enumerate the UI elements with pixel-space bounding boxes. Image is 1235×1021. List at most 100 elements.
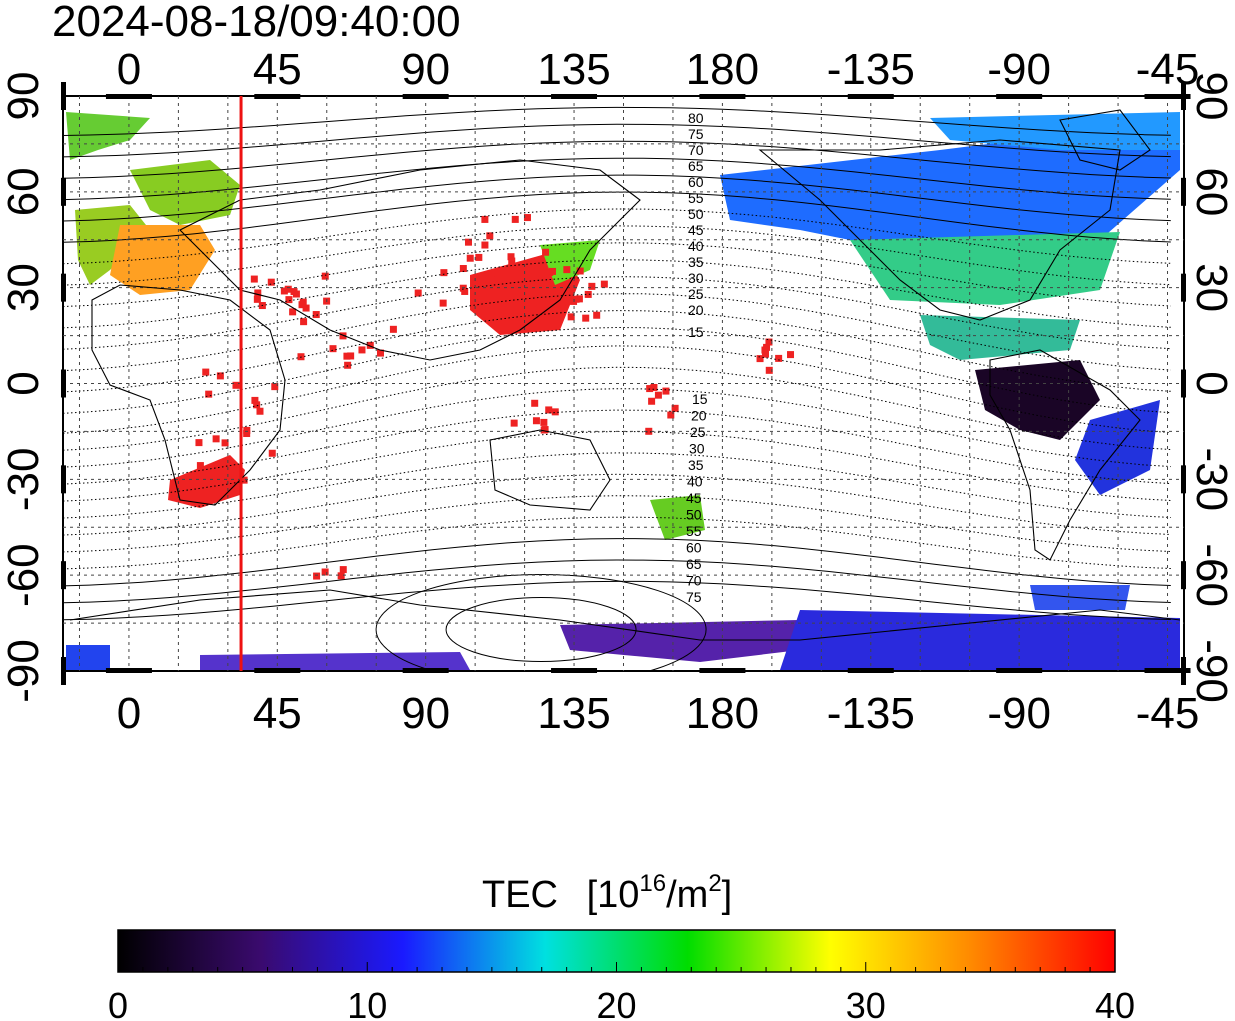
tec-scatter-point <box>763 343 771 351</box>
tec-scatter-point <box>312 311 320 319</box>
right-lat-tick-label: 60 <box>1187 167 1235 216</box>
top-lon-tick-label: 135 <box>537 45 610 94</box>
tec-scatter-point <box>549 267 557 275</box>
left-lat-tick-label: -90 <box>0 639 48 703</box>
tec-scatter-point <box>510 419 518 427</box>
contour-label: 60 <box>688 174 704 190</box>
tec-region-nz <box>650 495 705 540</box>
tec-scatter-point <box>756 355 764 363</box>
tec-scatter-point <box>337 572 345 580</box>
bottom-lon-tick-label: 90 <box>401 689 450 738</box>
left-latitude-axis: 90 60 30 0 -30 -60 -90 <box>0 72 48 703</box>
bottom-lon-tick-label: 135 <box>537 689 610 738</box>
tec-scatter-point <box>567 313 575 321</box>
tec-scatter-point <box>253 295 261 303</box>
lat-lon-grid <box>63 96 1184 671</box>
tec-scatter-point <box>254 289 262 297</box>
contour-label: 20 <box>691 408 707 424</box>
tec-scatter-point <box>588 282 596 290</box>
top-lon-tick-label: -90 <box>987 45 1051 94</box>
colorbar-tick-label: 30 <box>846 985 886 1021</box>
tec-scatter-point <box>576 267 584 275</box>
tec-scatter-point <box>511 215 519 223</box>
tec-scatter-point <box>551 408 559 416</box>
tec-scatter-point <box>464 238 472 246</box>
bottom-lon-tick-label: 45 <box>253 689 302 738</box>
colorbar-tick-label: 10 <box>347 985 387 1021</box>
tec-scatter-point <box>765 366 773 374</box>
contour-label: 70 <box>686 573 702 589</box>
tec-scatter-point <box>302 304 310 312</box>
tec-scatter-point <box>563 266 571 274</box>
tec-scatter-point <box>459 265 467 273</box>
contour-label: 65 <box>686 556 702 572</box>
tec-scatter-point <box>531 399 539 407</box>
tec-scatter-point <box>321 272 329 280</box>
tec-scatter-point <box>347 352 355 360</box>
tec-scatter-point <box>600 280 608 288</box>
colorbar-tick-label: 40 <box>1095 985 1135 1021</box>
contour-label: 15 <box>688 324 704 340</box>
tec-scatter-point <box>243 426 251 434</box>
frame-ticks <box>61 82 1191 685</box>
tec-scatter-point <box>250 275 258 283</box>
tec-scatter-point <box>343 352 351 360</box>
tec-scatter-point <box>667 411 675 419</box>
tec-scatter-point <box>339 566 347 574</box>
tec-scatter-point <box>202 368 210 376</box>
right-lat-tick-label: -30 <box>1187 448 1235 512</box>
contour-label: 25 <box>688 286 704 302</box>
tec-scatter-point <box>775 354 783 362</box>
tec-scatter-point <box>551 319 559 327</box>
tec-region-antarctic-africa <box>200 652 470 670</box>
contour-label: 45 <box>686 490 702 506</box>
left-lat-tick-label: 0 <box>0 371 48 395</box>
tec-scatter-point <box>765 338 773 346</box>
contour-label: 30 <box>688 270 704 286</box>
contour-lines <box>63 106 1171 671</box>
tec-scatter-point <box>519 294 527 302</box>
tec-scatter-point <box>671 404 679 412</box>
tec-region-antarctic-atl <box>66 645 110 670</box>
tec-scatter-point <box>541 276 549 284</box>
contour-label: 20 <box>688 302 704 318</box>
contour-label: 60 <box>686 540 702 556</box>
tec-scatter-point <box>486 232 494 240</box>
tec-region-antarctic-east <box>560 620 800 662</box>
tec-scatter-point <box>344 361 352 369</box>
contour-label: 35 <box>688 254 704 270</box>
tec-scatter-point <box>195 439 203 447</box>
tec-scatter-point <box>494 305 502 313</box>
tec-scatter-point <box>575 295 583 303</box>
bottom-longitude-axis: 0 45 90 135 180 -135 -90 -45 <box>117 689 1200 738</box>
top-lon-tick-label: -135 <box>827 45 915 94</box>
left-lat-tick-label: -60 <box>0 543 48 607</box>
tec-scatter-point <box>545 406 553 414</box>
contour-label: 80 <box>688 110 704 126</box>
left-lat-tick-label: 90 <box>0 72 48 121</box>
left-lat-tick-label: 60 <box>0 167 48 216</box>
right-lat-tick-label: 30 <box>1187 263 1235 312</box>
top-longitude-axis: 0 45 90 135 180 -135 -90 -45 <box>117 45 1200 94</box>
tec-scatter-point <box>662 387 670 395</box>
tec-scatter-point <box>541 426 549 434</box>
tec-scatter-point <box>553 302 561 310</box>
contour-label: 75 <box>688 126 704 142</box>
tec-scatter-point <box>481 215 489 223</box>
tec-scatter-point <box>389 325 397 333</box>
contour-label: 65 <box>688 158 704 174</box>
tec-scatter-point <box>329 345 337 353</box>
tec-scatter-point <box>285 296 293 304</box>
top-lon-tick-label: -45 <box>1136 45 1200 94</box>
tec-scatter-point <box>584 290 592 298</box>
tec-scatter-point <box>787 351 795 359</box>
contour-label: 50 <box>688 206 704 222</box>
tec-scatter-point <box>593 311 601 319</box>
contour-label: 55 <box>688 190 704 206</box>
colorbar: TEC [1016/m2] 0 10 20 30 40 <box>108 870 1135 1021</box>
contour-label: 25 <box>690 424 706 440</box>
contour-label: 40 <box>688 238 704 254</box>
contour-label: 40 <box>687 474 703 490</box>
